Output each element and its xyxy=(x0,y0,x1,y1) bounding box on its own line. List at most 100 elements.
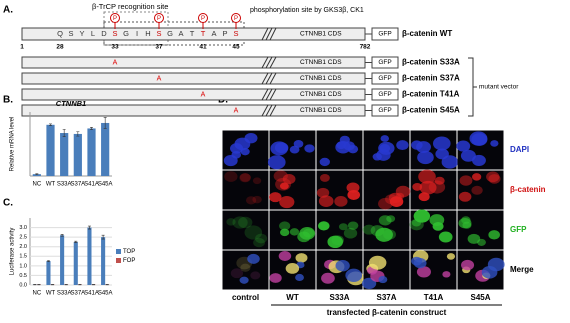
panel-label: C. xyxy=(3,198,13,209)
cds: CTNNB1 CDS xyxy=(300,91,342,98)
break xyxy=(261,88,269,101)
mutant-vector: mutant vector xyxy=(479,84,519,91)
x-tick-label: S37A xyxy=(70,291,85,297)
x-tick-label: NC xyxy=(32,291,41,297)
bar xyxy=(32,174,41,176)
cell xyxy=(274,142,289,154)
cell xyxy=(289,228,300,236)
legend-label: FOP xyxy=(123,258,135,264)
phospho-label: phosphorylation site by GKS3β, CK1 xyxy=(250,7,364,14)
cell xyxy=(316,187,330,198)
column-label: S45A xyxy=(470,293,490,302)
column-label: T41A xyxy=(424,293,444,302)
position: 37 xyxy=(155,44,163,51)
gfp: GFP xyxy=(378,59,391,66)
cell xyxy=(238,216,253,229)
cell xyxy=(239,276,249,284)
break xyxy=(269,56,277,69)
bar xyxy=(46,261,51,285)
cell xyxy=(278,250,292,262)
error-bar xyxy=(49,123,52,127)
mutation: A xyxy=(113,59,118,66)
cell xyxy=(253,237,265,248)
cell xyxy=(435,148,449,160)
cell xyxy=(231,150,242,159)
residue: L xyxy=(91,29,95,38)
group-label: transfected β-catenin construct xyxy=(327,308,447,317)
micrograph xyxy=(222,210,269,250)
break xyxy=(261,104,269,117)
gfp: GFP xyxy=(378,91,391,98)
cell xyxy=(459,175,473,186)
row-label: Merge xyxy=(510,265,534,274)
gfp: GFP xyxy=(378,31,391,38)
cell xyxy=(418,169,436,184)
cell xyxy=(297,231,311,243)
residue: S xyxy=(68,29,73,38)
bar xyxy=(87,128,96,176)
cell xyxy=(396,140,409,151)
phospho-mark: P xyxy=(157,16,161,22)
mutation: A xyxy=(157,75,162,82)
row-label: β-catenin xyxy=(510,185,546,194)
cell xyxy=(247,253,260,264)
cell xyxy=(460,149,476,162)
cell xyxy=(346,182,360,193)
residue: S xyxy=(233,29,238,38)
x-tick-label: WT xyxy=(46,182,56,188)
break xyxy=(269,88,277,101)
cell xyxy=(318,195,334,208)
construct-label: β-catenin S45A xyxy=(402,106,460,115)
column-label: S37A xyxy=(376,293,396,302)
gfp-box xyxy=(371,88,399,101)
error-bar xyxy=(90,127,93,130)
residue: Q xyxy=(57,29,63,38)
cell xyxy=(252,195,262,204)
cell xyxy=(230,268,244,279)
cell xyxy=(418,192,430,202)
residue: G xyxy=(167,29,173,38)
cds: CTNNB1 CDS xyxy=(300,59,342,66)
cell xyxy=(481,266,498,279)
row-label: GFP xyxy=(510,225,527,234)
residue: Y xyxy=(79,29,84,38)
x-tick-label: S41A xyxy=(84,291,99,297)
break xyxy=(261,72,269,85)
cell xyxy=(318,221,330,231)
error-bar xyxy=(76,131,80,137)
cell xyxy=(343,227,358,239)
cell xyxy=(411,219,422,227)
error-bar xyxy=(87,225,91,230)
cell xyxy=(380,135,390,142)
phospho-box xyxy=(103,21,245,46)
cell xyxy=(379,144,391,153)
cell xyxy=(372,153,382,161)
cds: CTNNB1 CDS xyxy=(300,107,342,114)
cell xyxy=(347,221,359,230)
construct-label: β-catenin WT xyxy=(402,29,452,38)
construct-label: β-catenin S33A xyxy=(402,58,460,67)
y-tick-label: 1.0 xyxy=(19,263,27,269)
cell xyxy=(386,215,396,223)
construct-label: β-catenin S37A xyxy=(402,74,460,83)
y-tick-label: 0.0 xyxy=(19,282,27,288)
x-tick-label: S37A xyxy=(70,182,85,188)
cell xyxy=(462,221,472,229)
bar xyxy=(101,237,106,285)
gfp-box xyxy=(371,104,399,117)
cell xyxy=(255,233,268,244)
position: 782 xyxy=(360,44,371,51)
cell xyxy=(345,268,363,283)
cell xyxy=(239,173,251,183)
cell xyxy=(375,227,393,242)
cell xyxy=(347,189,361,201)
bar xyxy=(60,133,69,176)
cell xyxy=(289,145,300,154)
mutation: A xyxy=(201,91,206,98)
break xyxy=(265,56,273,69)
cell xyxy=(362,224,376,235)
cell xyxy=(378,197,393,210)
bracket xyxy=(468,57,477,117)
cell xyxy=(321,272,335,284)
